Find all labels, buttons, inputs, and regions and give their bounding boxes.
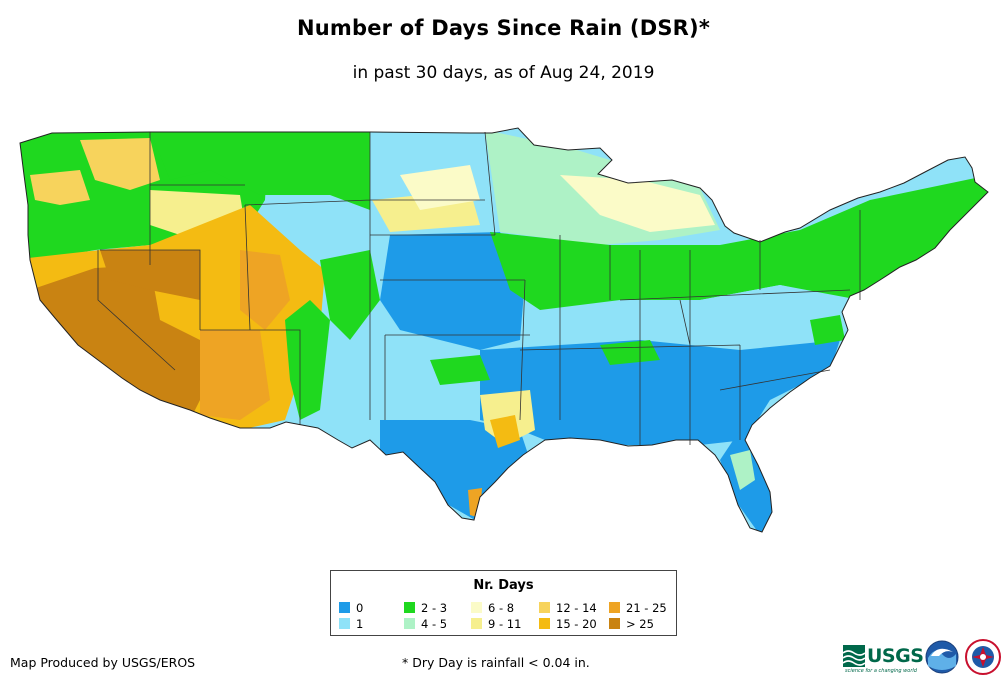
zone-midwest-northeast-2-3 xyxy=(490,175,988,310)
zone-south-texas-21-25 xyxy=(468,488,482,518)
legend-swatch xyxy=(404,602,415,613)
legend-item: 2 - 3 xyxy=(404,602,447,615)
zone-colorado-green xyxy=(320,250,380,340)
usgs-tagline: science for a changing world xyxy=(845,668,917,674)
legend-item: 21 - 25 xyxy=(609,602,667,615)
legend-swatch xyxy=(609,618,620,629)
legend-label: 12 - 14 xyxy=(556,601,597,615)
zone-michigan-6-8 xyxy=(560,175,715,232)
legend-title: Nr. Days xyxy=(473,578,534,593)
zone-utah-21-25 xyxy=(240,250,290,330)
legend-item: 12 - 14 xyxy=(539,602,597,615)
legend-label: 15 - 20 xyxy=(556,617,597,631)
map-subtitle: in past 30 days, as of Aug 24, 2019 xyxy=(352,63,655,83)
legend-item: 6 - 8 xyxy=(471,602,514,615)
usgs-logo: USGS xyxy=(842,643,924,669)
zone-central-plains-0 xyxy=(380,232,525,350)
zone-virginia-green xyxy=(810,315,845,345)
credit-text: Map Produced by USGS/EROS xyxy=(10,655,196,670)
zone-southeast-0 xyxy=(480,340,840,445)
legend-label: 6 - 8 xyxy=(488,601,515,615)
map-title: Number of Days Since Rain (DSR)* xyxy=(296,16,711,40)
nws-logo-icon xyxy=(965,639,1001,675)
zone-oklahoma-green xyxy=(430,355,490,385)
zone-florida-4-5 xyxy=(730,450,755,490)
state-borders xyxy=(97,131,861,445)
legend-label: 21 - 25 xyxy=(626,601,667,615)
legend-item: 15 - 20 xyxy=(539,618,597,631)
legend-swatch xyxy=(471,618,482,629)
zone-oregon-dry xyxy=(30,170,90,205)
legend-item: 9 - 11 xyxy=(471,618,521,631)
legend-swatch xyxy=(609,602,620,613)
zone-ohio-valley-1 xyxy=(620,285,850,350)
legend: Nr. Days 0 1 2 - 3 4 - 5 6 - 8 9 - 11 12 - 14 1… xyxy=(330,570,677,636)
legend-swatch xyxy=(539,602,550,613)
legend-item: 1 xyxy=(339,618,363,631)
usgs-wordmark: USGS xyxy=(867,645,924,667)
usgs-wave-icon xyxy=(842,645,866,667)
legend-swatch xyxy=(404,618,415,629)
zone-washington-dry xyxy=(80,138,160,190)
footnote-text: * Dry Day is rainfall < 0.04 in. xyxy=(402,655,590,670)
legend-label: 0 xyxy=(356,601,364,615)
zone-nevada-over-25 xyxy=(100,250,200,300)
legend-label: 2 - 3 xyxy=(421,601,448,615)
legend-item: > 25 xyxy=(609,618,654,631)
legend-item: 0 xyxy=(339,602,363,615)
legend-item: 4 - 5 xyxy=(404,618,447,631)
legend-swatch xyxy=(339,618,350,629)
legend-label: 1 xyxy=(356,617,364,631)
zone-tennessee-green xyxy=(600,340,660,365)
legend-label: > 25 xyxy=(626,617,654,631)
legend-swatch xyxy=(339,602,350,613)
rainfall-zones xyxy=(20,128,988,532)
legend-swatch xyxy=(471,602,482,613)
zone-montana-green xyxy=(150,130,370,210)
zone-north-dakota-6-8 xyxy=(400,165,480,210)
dsr-map xyxy=(19,127,989,533)
legend-swatch xyxy=(539,618,550,629)
zone-texas-0 xyxy=(380,420,530,520)
noaa-logo-icon xyxy=(925,640,959,674)
legend-label: 9 - 11 xyxy=(488,617,522,631)
legend-label: 4 - 5 xyxy=(421,617,448,631)
zone-arizona-21-25 xyxy=(200,330,270,420)
zone-east-texas-15-20 xyxy=(490,415,520,448)
